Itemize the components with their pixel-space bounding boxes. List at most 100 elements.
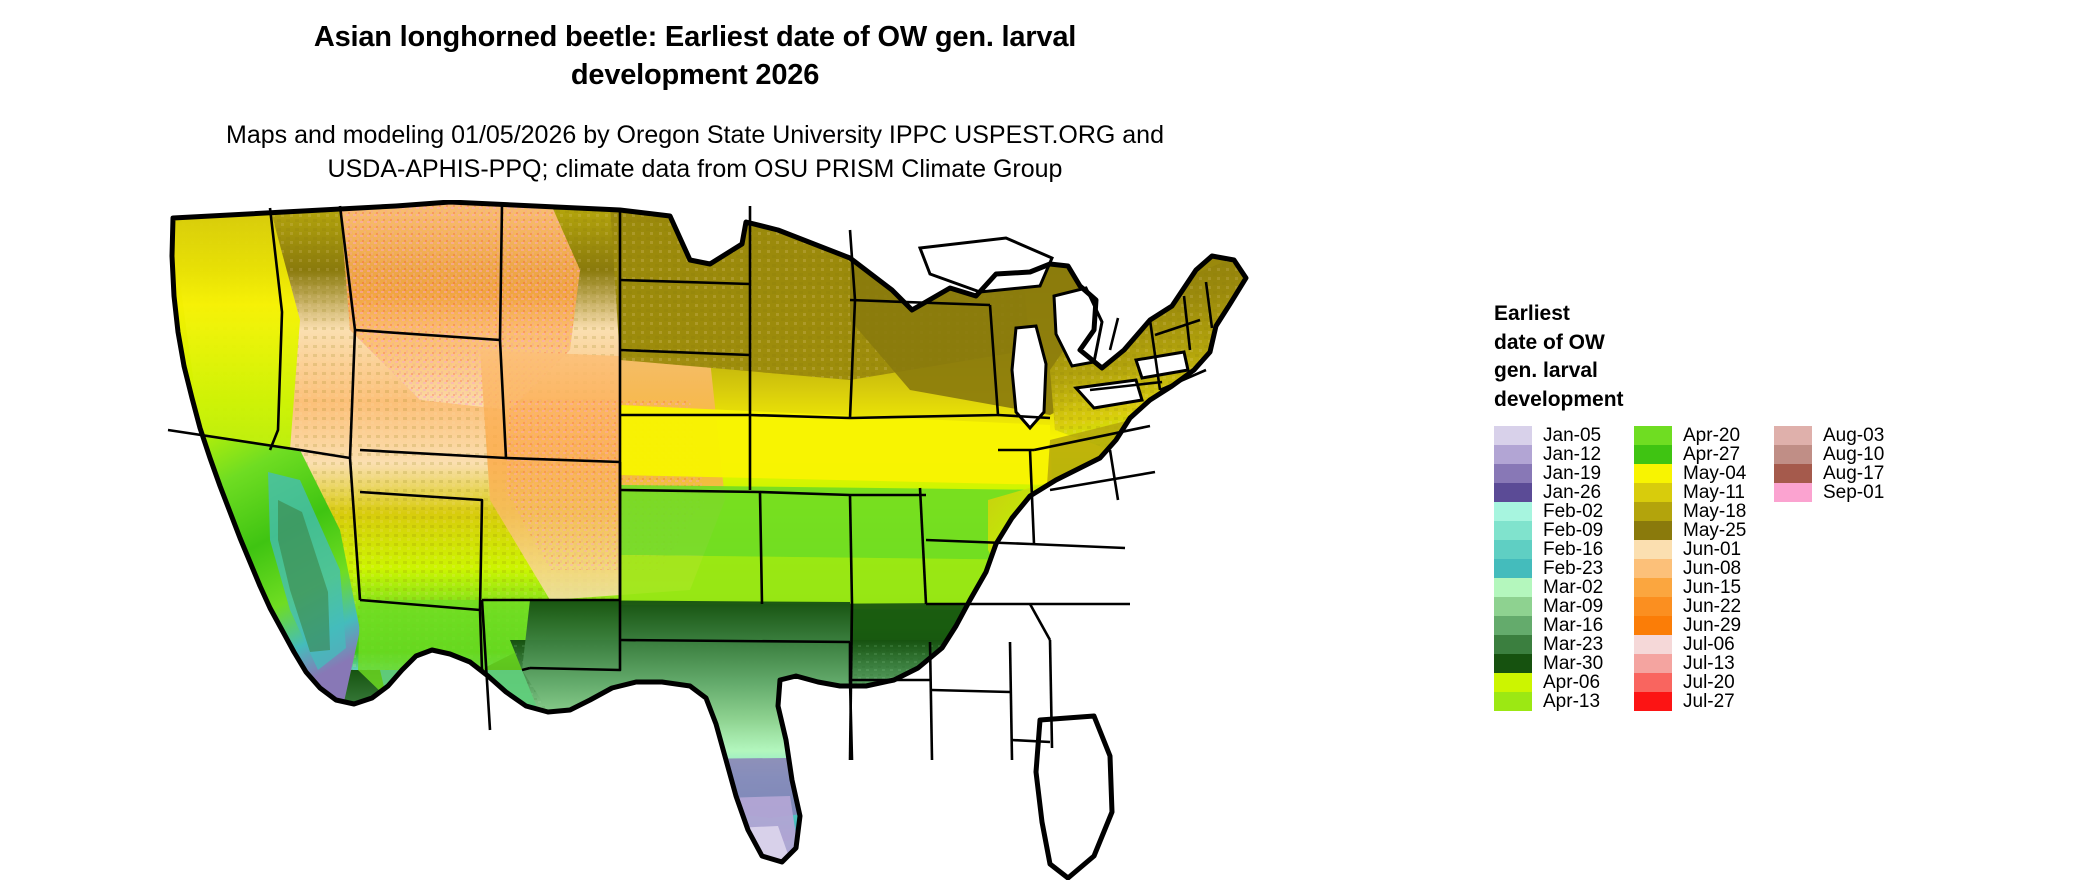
legend-label: Mar-02 [1543,577,1604,598]
legend-item: Feb-16 [1494,540,1634,559]
legend-item: Feb-09 [1494,521,1634,540]
legend-swatch [1494,597,1532,616]
legend-label: Feb-23 [1543,558,1604,579]
legend-swatch [1634,654,1672,673]
legend-swatch [1774,464,1812,483]
legend-title-line-3: gen. larval [1494,359,1598,382]
legend-swatch [1634,426,1672,445]
legend-swatch [1494,502,1532,521]
legend-item: Jan-19 [1494,464,1634,483]
legend-item: Mar-30 [1494,654,1634,673]
country-outline [169,200,1249,865]
region-lower-midwest [620,555,1050,610]
legend-label: May-04 [1683,463,1747,484]
page-subtitle: Maps and modeling 01/05/2026 by Oregon S… [0,118,1390,186]
legend-item: Aug-03 [1774,426,1914,445]
legend-swatch [1494,616,1532,635]
legend-label: Aug-17 [1823,463,1885,484]
legend-label: Jul-20 [1683,672,1735,693]
legend-swatch [1634,673,1672,692]
legend-swatch [1494,445,1532,464]
legend-label: Jun-29 [1683,615,1742,636]
lake-michigan [1010,324,1048,431]
legend-label: Jul-13 [1683,653,1735,674]
region-central-plains-yellow [620,405,1052,485]
legend-item: Mar-23 [1494,635,1634,654]
legend-title-line-4: development [1494,387,1624,411]
title-line-1: Asian longhorned beetle: Earliest date o… [313,21,1077,53]
legend-label: May-11 [1683,482,1745,503]
legend-swatch [1494,521,1532,540]
legend-title-line-1: Earliest [1494,302,1570,325]
legend-label: Apr-13 [1543,691,1601,712]
legend-swatch [1634,483,1672,502]
legend-column-3: Aug-03 Aug-10 Aug-17 Sep-01 [1774,426,1914,502]
legend-label: Jun-01 [1683,539,1742,560]
legend-label: Jun-22 [1683,596,1742,617]
legend-label: Apr-27 [1683,444,1741,465]
legend-label: Apr-20 [1683,425,1741,446]
legend-swatch [1494,426,1532,445]
lake-superior [917,236,1054,294]
legend-swatch [1634,540,1672,559]
legend-label: Mar-23 [1543,634,1604,655]
map-raster-layer [172,202,1246,862]
legend-swatch [1634,521,1672,540]
legend-item: Mar-02 [1494,578,1634,597]
legend-item: Apr-20 [1634,426,1774,445]
state-boundaries [167,202,1214,761]
legend-label: Jan-12 [1543,444,1602,465]
legend-label: Jun-15 [1683,577,1742,598]
legend-label: Jan-05 [1543,425,1602,446]
legend-swatch [1494,578,1532,597]
legend-label: Feb-02 [1543,501,1604,522]
legend-label: Aug-03 [1823,425,1885,446]
legend-columns: Jan-05 Jan-12 Jan-19 Jan-26 Feb-02 Feb-09 Feb-… [1494,426,1914,711]
legend-item: Jul-06 [1634,635,1774,654]
legend-item: Apr-27 [1634,445,1774,464]
legend-label: May-25 [1683,520,1747,541]
legend-label: Jul-27 [1683,691,1735,712]
title-line-2: development 2026 [570,59,820,91]
legend-swatch [1774,445,1812,464]
legend-swatch [1774,483,1812,502]
legend-label: Jun-08 [1683,558,1742,579]
legend-item: Jun-15 [1634,578,1774,597]
legend-swatch [1634,578,1672,597]
legend-title: Earliest date of OW gen. larval developm… [1494,300,1734,414]
legend-label: Mar-16 [1543,615,1604,636]
legend-swatch [1494,559,1532,578]
legend-label: Apr-06 [1543,672,1601,693]
subtitle-line-1: Maps and modeling 01/05/2026 by Oregon S… [226,121,1164,149]
legend-item: Mar-09 [1494,597,1634,616]
region-southwest-lowest [400,698,522,738]
legend-item: Feb-02 [1494,502,1634,521]
legend-item: Jun-29 [1634,616,1774,635]
legend-label: Feb-16 [1543,539,1604,560]
legend-swatch [1494,483,1532,502]
legend-label: Mar-09 [1543,596,1604,617]
legend-label: Feb-09 [1543,520,1604,541]
legend-swatch [1634,635,1672,654]
legend-item: Apr-13 [1494,692,1634,711]
legend-swatch [1634,616,1672,635]
legend-item: Aug-17 [1774,464,1914,483]
legend-item: Jan-26 [1494,483,1634,502]
legend-swatch [1634,464,1672,483]
lake-ontario [1134,350,1190,380]
legend-label: Mar-30 [1543,653,1604,674]
legend-item: Jul-27 [1634,692,1774,711]
legend-label: Sep-01 [1823,482,1885,503]
legend-label: Jan-19 [1543,463,1602,484]
legend-swatch [1774,426,1812,445]
legend-label: Jul-06 [1683,634,1735,655]
legend-item: Jan-05 [1494,426,1634,445]
region-sierra-core [278,500,330,652]
legend-item: Mar-16 [1494,616,1634,635]
choropleth-map [150,200,1410,880]
legend-item: Jan-12 [1494,445,1634,464]
legend-column-2: Apr-20 Apr-27 May-04 May-11 May-18 May-25 Jun-… [1634,426,1774,711]
legend-item: Jul-20 [1634,673,1774,692]
legend-item: Jun-01 [1634,540,1774,559]
